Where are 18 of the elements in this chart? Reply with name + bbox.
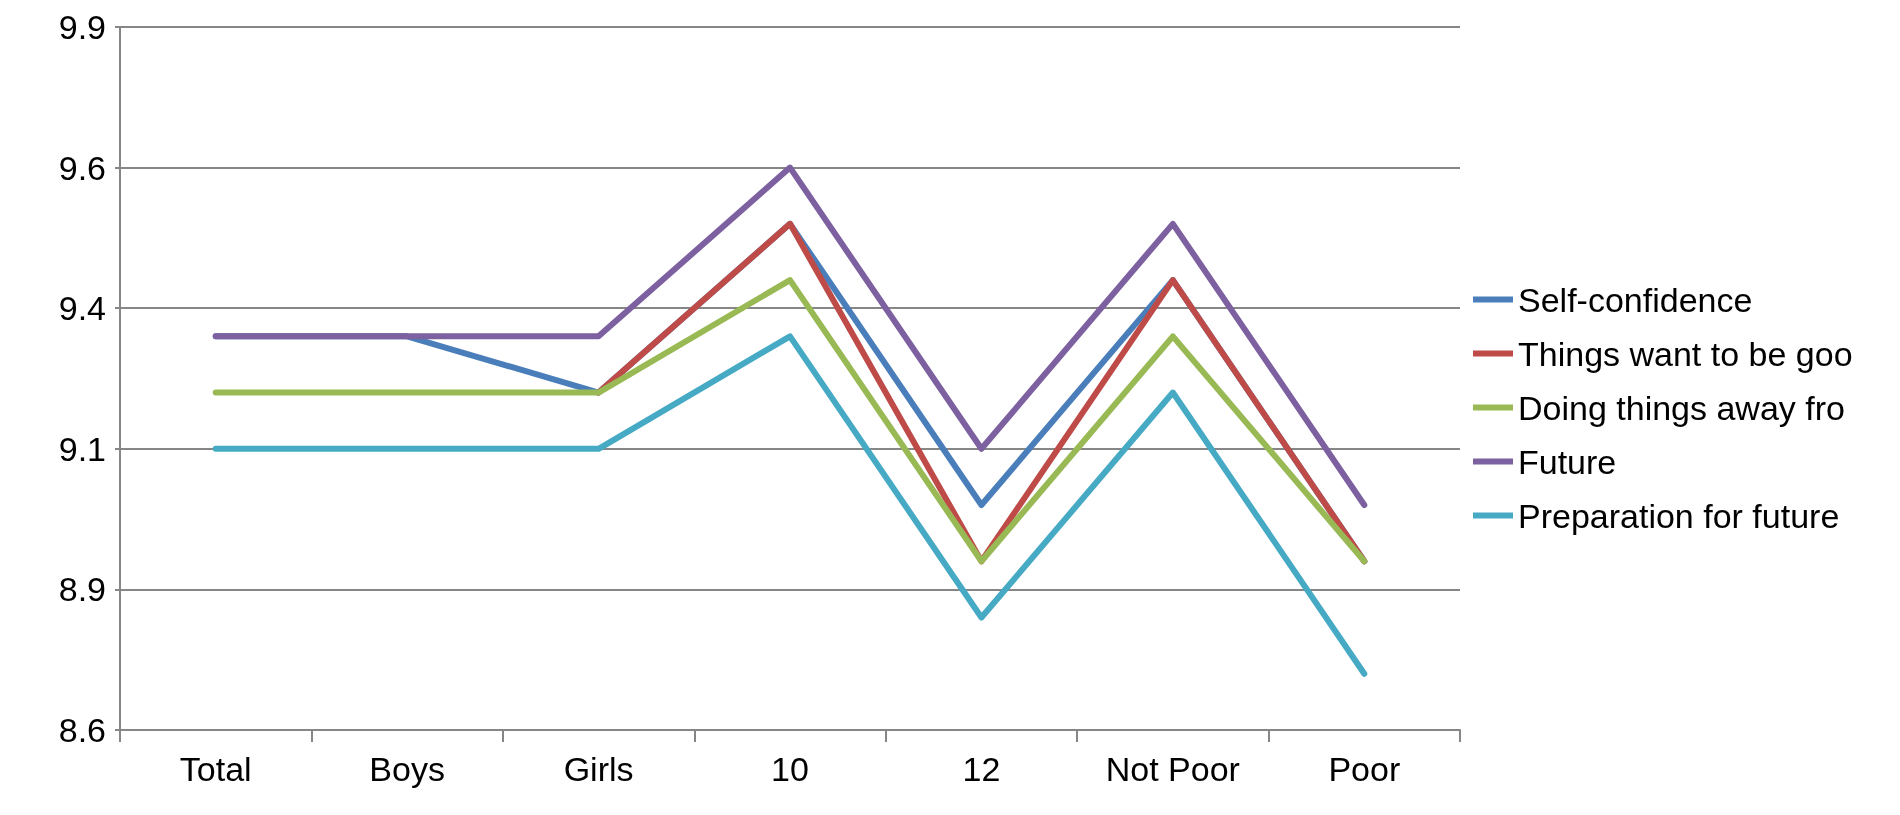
x-tick-label: Boys	[369, 750, 445, 788]
y-tick-label: 9.4	[58, 289, 106, 328]
legend-label: Self-confidence	[1518, 280, 1753, 319]
y-tick-label: 9.9	[58, 8, 106, 46]
legend-label: Preparation for future	[1518, 496, 1840, 535]
x-tick-label: Girls	[563, 750, 634, 788]
y-tick-label: 8.6	[58, 711, 106, 749]
x-tick-label: 12	[962, 750, 1001, 788]
legend-label: Doing things away fro	[1518, 388, 1845, 427]
legend-label: Future	[1518, 442, 1617, 481]
y-tick-label: 9.6	[58, 148, 106, 187]
y-tick-label: 9.1	[58, 429, 106, 468]
x-tick-label: Poor	[1328, 750, 1401, 788]
x-tick-label: Not Poor	[1105, 750, 1240, 788]
legend-label: Things want to be goo	[1518, 334, 1853, 373]
x-tick-label: 10	[771, 750, 809, 788]
x-tick-label: Total	[179, 750, 252, 788]
y-tick-label: 8.9	[58, 570, 106, 609]
